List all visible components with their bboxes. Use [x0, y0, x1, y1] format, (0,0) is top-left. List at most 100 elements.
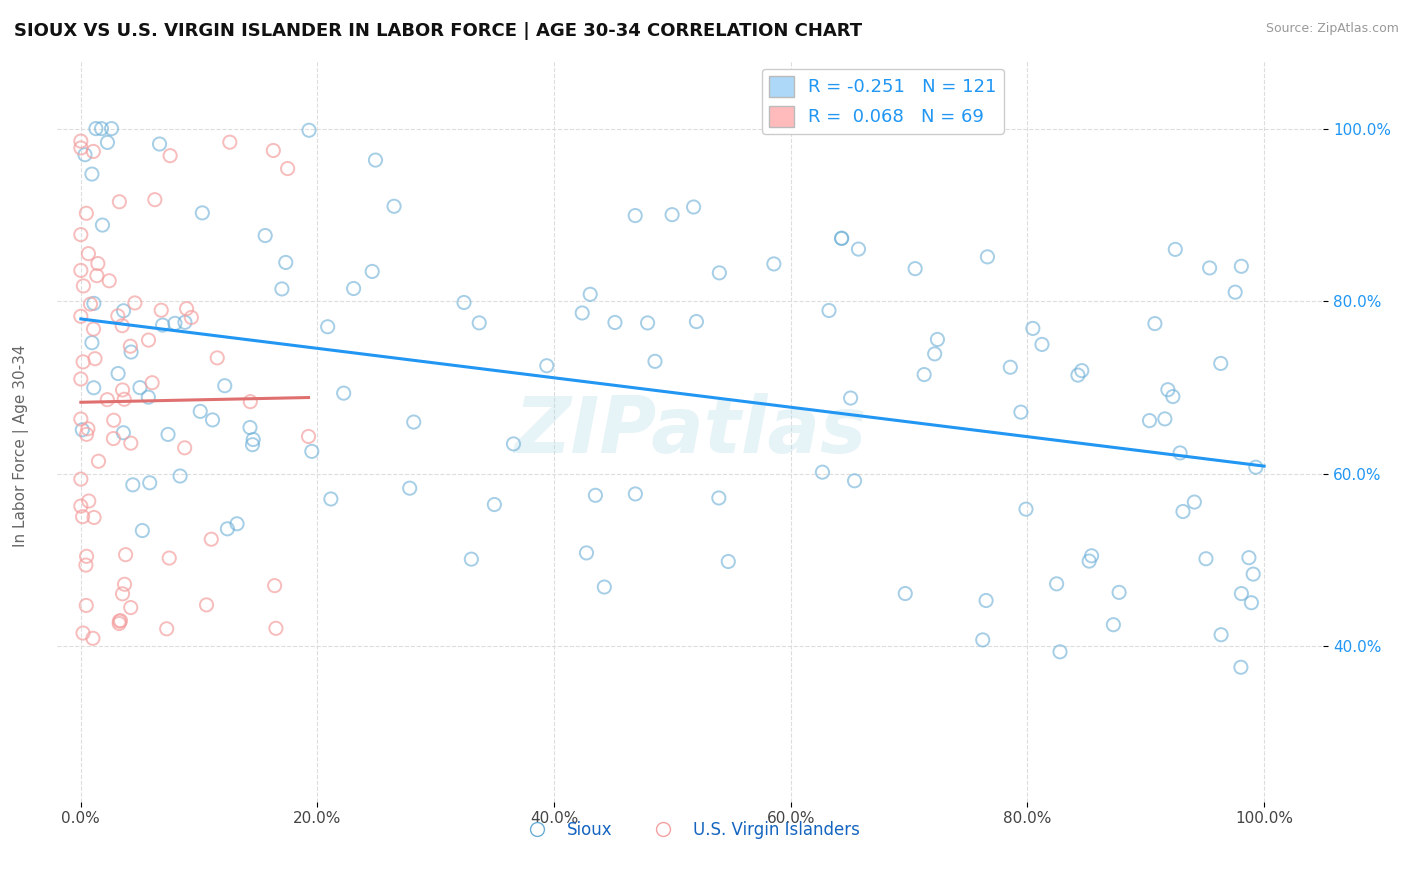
Point — [77, 422, 100, 436]
Point — [77, 494, 100, 508]
Point — [1067, 368, 1090, 383]
Point — [1022, 321, 1045, 335]
Point — [82, 632, 104, 646]
Point — [1198, 260, 1220, 275]
Point — [1241, 567, 1264, 582]
Point — [138, 390, 160, 404]
Point — [138, 475, 160, 490]
Point — [79, 297, 101, 311]
Point — [70, 227, 93, 242]
Point — [460, 552, 482, 566]
Legend: Sioux, U.S. Virgin Islanders: Sioux, U.S. Virgin Islanders — [515, 814, 866, 846]
Point — [103, 432, 125, 446]
Point — [811, 465, 834, 479]
Point — [108, 614, 131, 628]
Point — [176, 301, 198, 316]
Point — [332, 386, 354, 401]
Point — [80, 335, 103, 350]
Point — [143, 193, 166, 207]
Point — [484, 498, 506, 512]
Point — [1015, 502, 1038, 516]
Point — [1171, 504, 1194, 518]
Point — [70, 499, 93, 513]
Point — [114, 577, 136, 591]
Point — [682, 200, 704, 214]
Point — [242, 438, 264, 452]
Point — [1070, 364, 1092, 378]
Point — [191, 206, 214, 220]
Point — [361, 264, 384, 278]
Point — [1000, 360, 1022, 375]
Point — [637, 316, 659, 330]
Point — [218, 135, 240, 149]
Point — [398, 481, 420, 495]
Point — [84, 121, 107, 136]
Point — [1108, 585, 1130, 599]
Point — [502, 437, 524, 451]
Point — [120, 339, 142, 353]
Point — [129, 381, 152, 395]
Point — [205, 351, 228, 365]
Point — [717, 555, 740, 569]
Point — [1161, 390, 1184, 404]
Point — [298, 123, 321, 137]
Point — [1046, 577, 1069, 591]
Point — [72, 423, 94, 437]
Point — [301, 444, 323, 458]
Point — [239, 420, 262, 434]
Point — [402, 415, 425, 429]
Point — [1240, 596, 1263, 610]
Point — [83, 510, 105, 524]
Point — [894, 586, 917, 600]
Point — [76, 549, 98, 564]
Point — [84, 351, 107, 366]
Point — [536, 359, 558, 373]
Point — [169, 469, 191, 483]
Point — [342, 281, 364, 295]
Point — [72, 355, 94, 369]
Point — [70, 263, 93, 277]
Point — [110, 614, 132, 628]
Point — [159, 149, 181, 163]
Point — [76, 427, 98, 442]
Point — [1230, 586, 1253, 600]
Point — [120, 436, 142, 450]
Point — [156, 622, 179, 636]
Point — [83, 381, 105, 395]
Point — [1139, 414, 1161, 428]
Point — [1157, 383, 1180, 397]
Point — [685, 315, 707, 329]
Point — [1230, 260, 1253, 274]
Point — [1244, 460, 1267, 475]
Point — [75, 599, 97, 613]
Point — [762, 257, 785, 271]
Point — [912, 368, 935, 382]
Point — [1049, 645, 1071, 659]
Point — [583, 488, 606, 502]
Point — [70, 472, 93, 486]
Point — [120, 600, 142, 615]
Point — [200, 533, 222, 547]
Point — [173, 441, 195, 455]
Point — [77, 246, 100, 260]
Point — [96, 136, 118, 150]
Point — [848, 242, 870, 256]
Point — [242, 433, 264, 447]
Point — [111, 383, 134, 397]
Point — [201, 413, 224, 427]
Point — [148, 136, 170, 151]
Point — [831, 231, 853, 245]
Point — [571, 306, 593, 320]
Point — [163, 316, 186, 330]
Point — [112, 392, 135, 407]
Point — [214, 378, 236, 392]
Point — [103, 413, 125, 427]
Point — [70, 134, 93, 148]
Point — [297, 429, 319, 443]
Point — [316, 319, 339, 334]
Point — [70, 412, 93, 426]
Point — [1230, 660, 1253, 674]
Point — [180, 310, 202, 325]
Point — [974, 593, 997, 607]
Point — [157, 427, 180, 442]
